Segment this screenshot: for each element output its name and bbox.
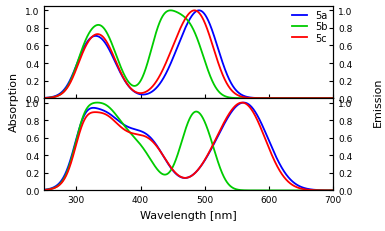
X-axis label: Wavelength [nm]: Wavelength [nm] [140,210,237,220]
Text: Absorption: Absorption [8,72,18,132]
Legend: 5a, 5b, 5c: 5a, 5b, 5c [291,10,328,45]
Text: Emission: Emission [373,77,383,126]
